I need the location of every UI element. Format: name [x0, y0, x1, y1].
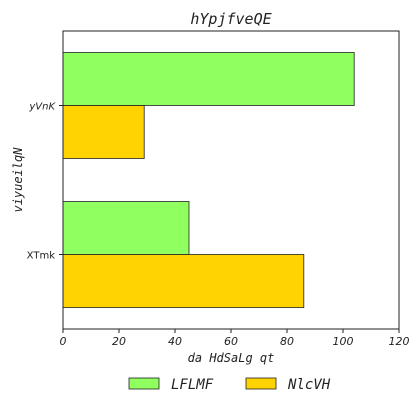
- legend-label-LFLMF: LFLMF: [171, 377, 214, 393]
- chart-title: hYpjfveQE: [190, 10, 271, 28]
- x-tick-label: 40: [168, 335, 182, 348]
- legend-label-NlcVH: NlcVH: [287, 377, 331, 393]
- x-tick-label: 60: [224, 335, 238, 348]
- y-tick-label: XTmk: [27, 251, 56, 262]
- legend-swatch-LFLMF: [128, 377, 160, 390]
- y-tick-label: yVnK: [28, 102, 56, 113]
- x-axis-label: da HdSaLg qt: [188, 351, 275, 365]
- bar-LFLMF-XTmk: [62, 201, 190, 255]
- x-tick-label: 120: [389, 335, 410, 348]
- x-axis-ticks: 0 20 40 60 80 100 120: [60, 329, 410, 348]
- x-tick-label: 80: [280, 335, 294, 348]
- x-tick-label: 0: [60, 335, 67, 348]
- y-axis-ticks: yVnK XTmk: [27, 102, 63, 262]
- x-tick-label: 100: [333, 335, 354, 348]
- x-tick-label: 20: [112, 335, 126, 348]
- legend: LFLMF NlcVH: [128, 377, 331, 393]
- bar-NlcVH-yVnK: [62, 105, 145, 159]
- bar-NlcVH-XTmk: [62, 254, 305, 308]
- legend-swatch-NlcVH: [245, 377, 277, 390]
- y-axis-label: viyueilqN: [11, 147, 25, 213]
- bar-LFLMF-yVnK: [62, 52, 355, 106]
- bars-group: [62, 52, 355, 308]
